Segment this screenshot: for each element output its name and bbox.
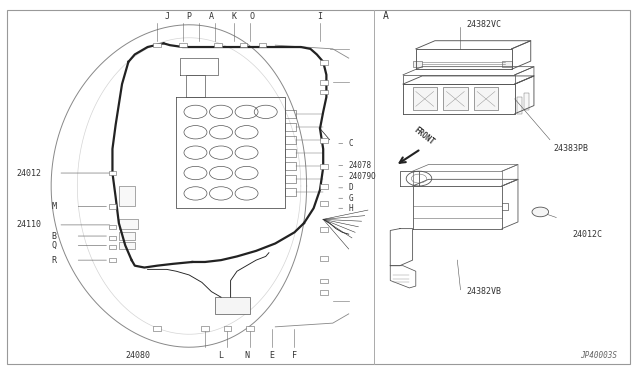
- Bar: [154, 327, 161, 331]
- Bar: [119, 186, 135, 206]
- Bar: [413, 87, 437, 110]
- Text: R: R: [52, 256, 57, 264]
- Text: J: J: [164, 12, 169, 21]
- Bar: [214, 297, 250, 314]
- Bar: [109, 235, 116, 240]
- Bar: [516, 97, 522, 114]
- Bar: [320, 80, 328, 85]
- Text: I: I: [317, 12, 323, 21]
- Bar: [214, 43, 221, 47]
- Bar: [444, 87, 467, 110]
- Text: 24382VB: 24382VB: [467, 287, 502, 296]
- Bar: [320, 256, 328, 261]
- Text: 24110: 24110: [17, 221, 42, 230]
- Text: O: O: [249, 12, 254, 21]
- Text: C: C: [349, 139, 353, 148]
- Bar: [285, 123, 296, 131]
- Bar: [119, 232, 135, 240]
- Bar: [320, 279, 328, 283]
- Text: E: E: [269, 351, 275, 360]
- Bar: [285, 110, 296, 118]
- Bar: [285, 136, 296, 144]
- Bar: [320, 184, 328, 189]
- Circle shape: [532, 207, 548, 217]
- Bar: [320, 138, 328, 142]
- Bar: [285, 188, 296, 196]
- Text: 24080: 24080: [125, 351, 150, 360]
- Bar: [320, 290, 328, 295]
- Bar: [413, 61, 422, 67]
- Text: 24079O: 24079O: [349, 172, 376, 181]
- Text: H: H: [349, 204, 353, 213]
- Text: F: F: [292, 351, 297, 360]
- Bar: [109, 258, 116, 262]
- Bar: [320, 90, 328, 94]
- Text: 24383PB: 24383PB: [553, 144, 588, 153]
- Text: P: P: [187, 12, 191, 21]
- Bar: [109, 204, 116, 209]
- Bar: [285, 162, 296, 170]
- Bar: [320, 201, 328, 206]
- Text: G: G: [349, 194, 353, 203]
- Bar: [201, 327, 209, 331]
- Text: 24078: 24078: [349, 161, 372, 170]
- Text: K: K: [231, 12, 236, 21]
- Text: Q: Q: [52, 241, 57, 250]
- Bar: [223, 327, 231, 331]
- Bar: [320, 60, 328, 65]
- Text: 24012: 24012: [17, 169, 42, 177]
- Bar: [320, 227, 328, 232]
- Bar: [502, 61, 511, 67]
- Bar: [259, 43, 266, 47]
- Bar: [320, 164, 328, 169]
- Text: 24382VC: 24382VC: [467, 20, 502, 29]
- Bar: [285, 175, 296, 183]
- Text: M: M: [52, 202, 57, 211]
- Text: N: N: [244, 351, 249, 360]
- Bar: [109, 225, 116, 229]
- Bar: [239, 43, 247, 47]
- Bar: [285, 149, 296, 157]
- Bar: [154, 43, 161, 47]
- Text: JP40003S: JP40003S: [580, 351, 617, 360]
- Text: A: A: [209, 12, 214, 21]
- Text: B: B: [52, 231, 57, 241]
- Text: L: L: [218, 351, 223, 360]
- Bar: [179, 43, 186, 47]
- Bar: [119, 219, 138, 229]
- Text: D: D: [349, 183, 353, 192]
- Bar: [524, 93, 529, 110]
- Bar: [109, 245, 116, 249]
- Text: A: A: [383, 11, 388, 21]
- Bar: [246, 327, 253, 331]
- Text: FRONT: FRONT: [413, 126, 436, 147]
- Bar: [474, 87, 498, 110]
- Bar: [119, 241, 135, 249]
- Bar: [109, 171, 116, 175]
- Text: 24012C: 24012C: [572, 230, 602, 239]
